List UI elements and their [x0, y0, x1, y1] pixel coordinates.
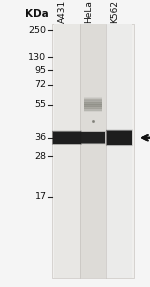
Text: 28: 28: [34, 152, 46, 161]
FancyBboxPatch shape: [107, 131, 132, 145]
FancyBboxPatch shape: [84, 110, 102, 112]
FancyBboxPatch shape: [52, 131, 82, 145]
FancyBboxPatch shape: [84, 104, 102, 105]
FancyBboxPatch shape: [84, 105, 102, 107]
Text: 72: 72: [34, 80, 46, 89]
FancyBboxPatch shape: [81, 131, 105, 144]
Text: KDa: KDa: [25, 9, 49, 19]
FancyBboxPatch shape: [52, 131, 81, 145]
FancyBboxPatch shape: [81, 132, 105, 144]
FancyBboxPatch shape: [84, 106, 102, 107]
FancyBboxPatch shape: [81, 132, 105, 144]
FancyBboxPatch shape: [84, 102, 102, 104]
Text: 250: 250: [28, 26, 46, 35]
FancyBboxPatch shape: [84, 100, 102, 101]
FancyBboxPatch shape: [53, 132, 81, 144]
Text: 55: 55: [34, 100, 46, 109]
FancyBboxPatch shape: [84, 100, 102, 102]
Text: 130: 130: [28, 53, 46, 62]
FancyBboxPatch shape: [107, 131, 132, 145]
FancyBboxPatch shape: [106, 129, 133, 146]
FancyBboxPatch shape: [106, 130, 132, 146]
FancyBboxPatch shape: [52, 24, 134, 278]
FancyBboxPatch shape: [106, 130, 132, 146]
FancyBboxPatch shape: [84, 110, 102, 111]
FancyBboxPatch shape: [81, 132, 105, 143]
FancyBboxPatch shape: [84, 103, 102, 104]
FancyBboxPatch shape: [84, 101, 102, 102]
FancyBboxPatch shape: [84, 104, 102, 106]
Text: 95: 95: [34, 66, 46, 75]
FancyBboxPatch shape: [84, 102, 102, 103]
FancyBboxPatch shape: [81, 131, 105, 144]
FancyBboxPatch shape: [81, 132, 105, 144]
Text: K562: K562: [110, 0, 119, 23]
FancyBboxPatch shape: [52, 131, 82, 145]
FancyBboxPatch shape: [53, 132, 81, 144]
FancyBboxPatch shape: [52, 131, 81, 144]
FancyBboxPatch shape: [81, 131, 105, 144]
FancyBboxPatch shape: [84, 108, 102, 109]
FancyBboxPatch shape: [53, 131, 81, 144]
FancyBboxPatch shape: [106, 130, 132, 146]
FancyBboxPatch shape: [84, 108, 102, 110]
FancyBboxPatch shape: [80, 24, 106, 278]
FancyBboxPatch shape: [106, 24, 132, 278]
FancyBboxPatch shape: [84, 97, 102, 99]
FancyBboxPatch shape: [81, 132, 105, 144]
FancyBboxPatch shape: [84, 106, 102, 108]
FancyBboxPatch shape: [84, 99, 102, 100]
FancyBboxPatch shape: [107, 131, 132, 145]
FancyBboxPatch shape: [84, 98, 102, 100]
FancyBboxPatch shape: [84, 107, 102, 109]
FancyBboxPatch shape: [52, 131, 81, 144]
FancyBboxPatch shape: [81, 132, 105, 143]
FancyBboxPatch shape: [84, 109, 102, 111]
FancyBboxPatch shape: [54, 24, 80, 278]
Text: 17: 17: [34, 192, 46, 201]
Text: 36: 36: [34, 133, 46, 142]
Text: A431: A431: [58, 0, 67, 23]
Text: HeLa: HeLa: [84, 0, 93, 23]
FancyBboxPatch shape: [107, 131, 132, 145]
FancyBboxPatch shape: [52, 131, 81, 144]
FancyBboxPatch shape: [106, 130, 132, 145]
